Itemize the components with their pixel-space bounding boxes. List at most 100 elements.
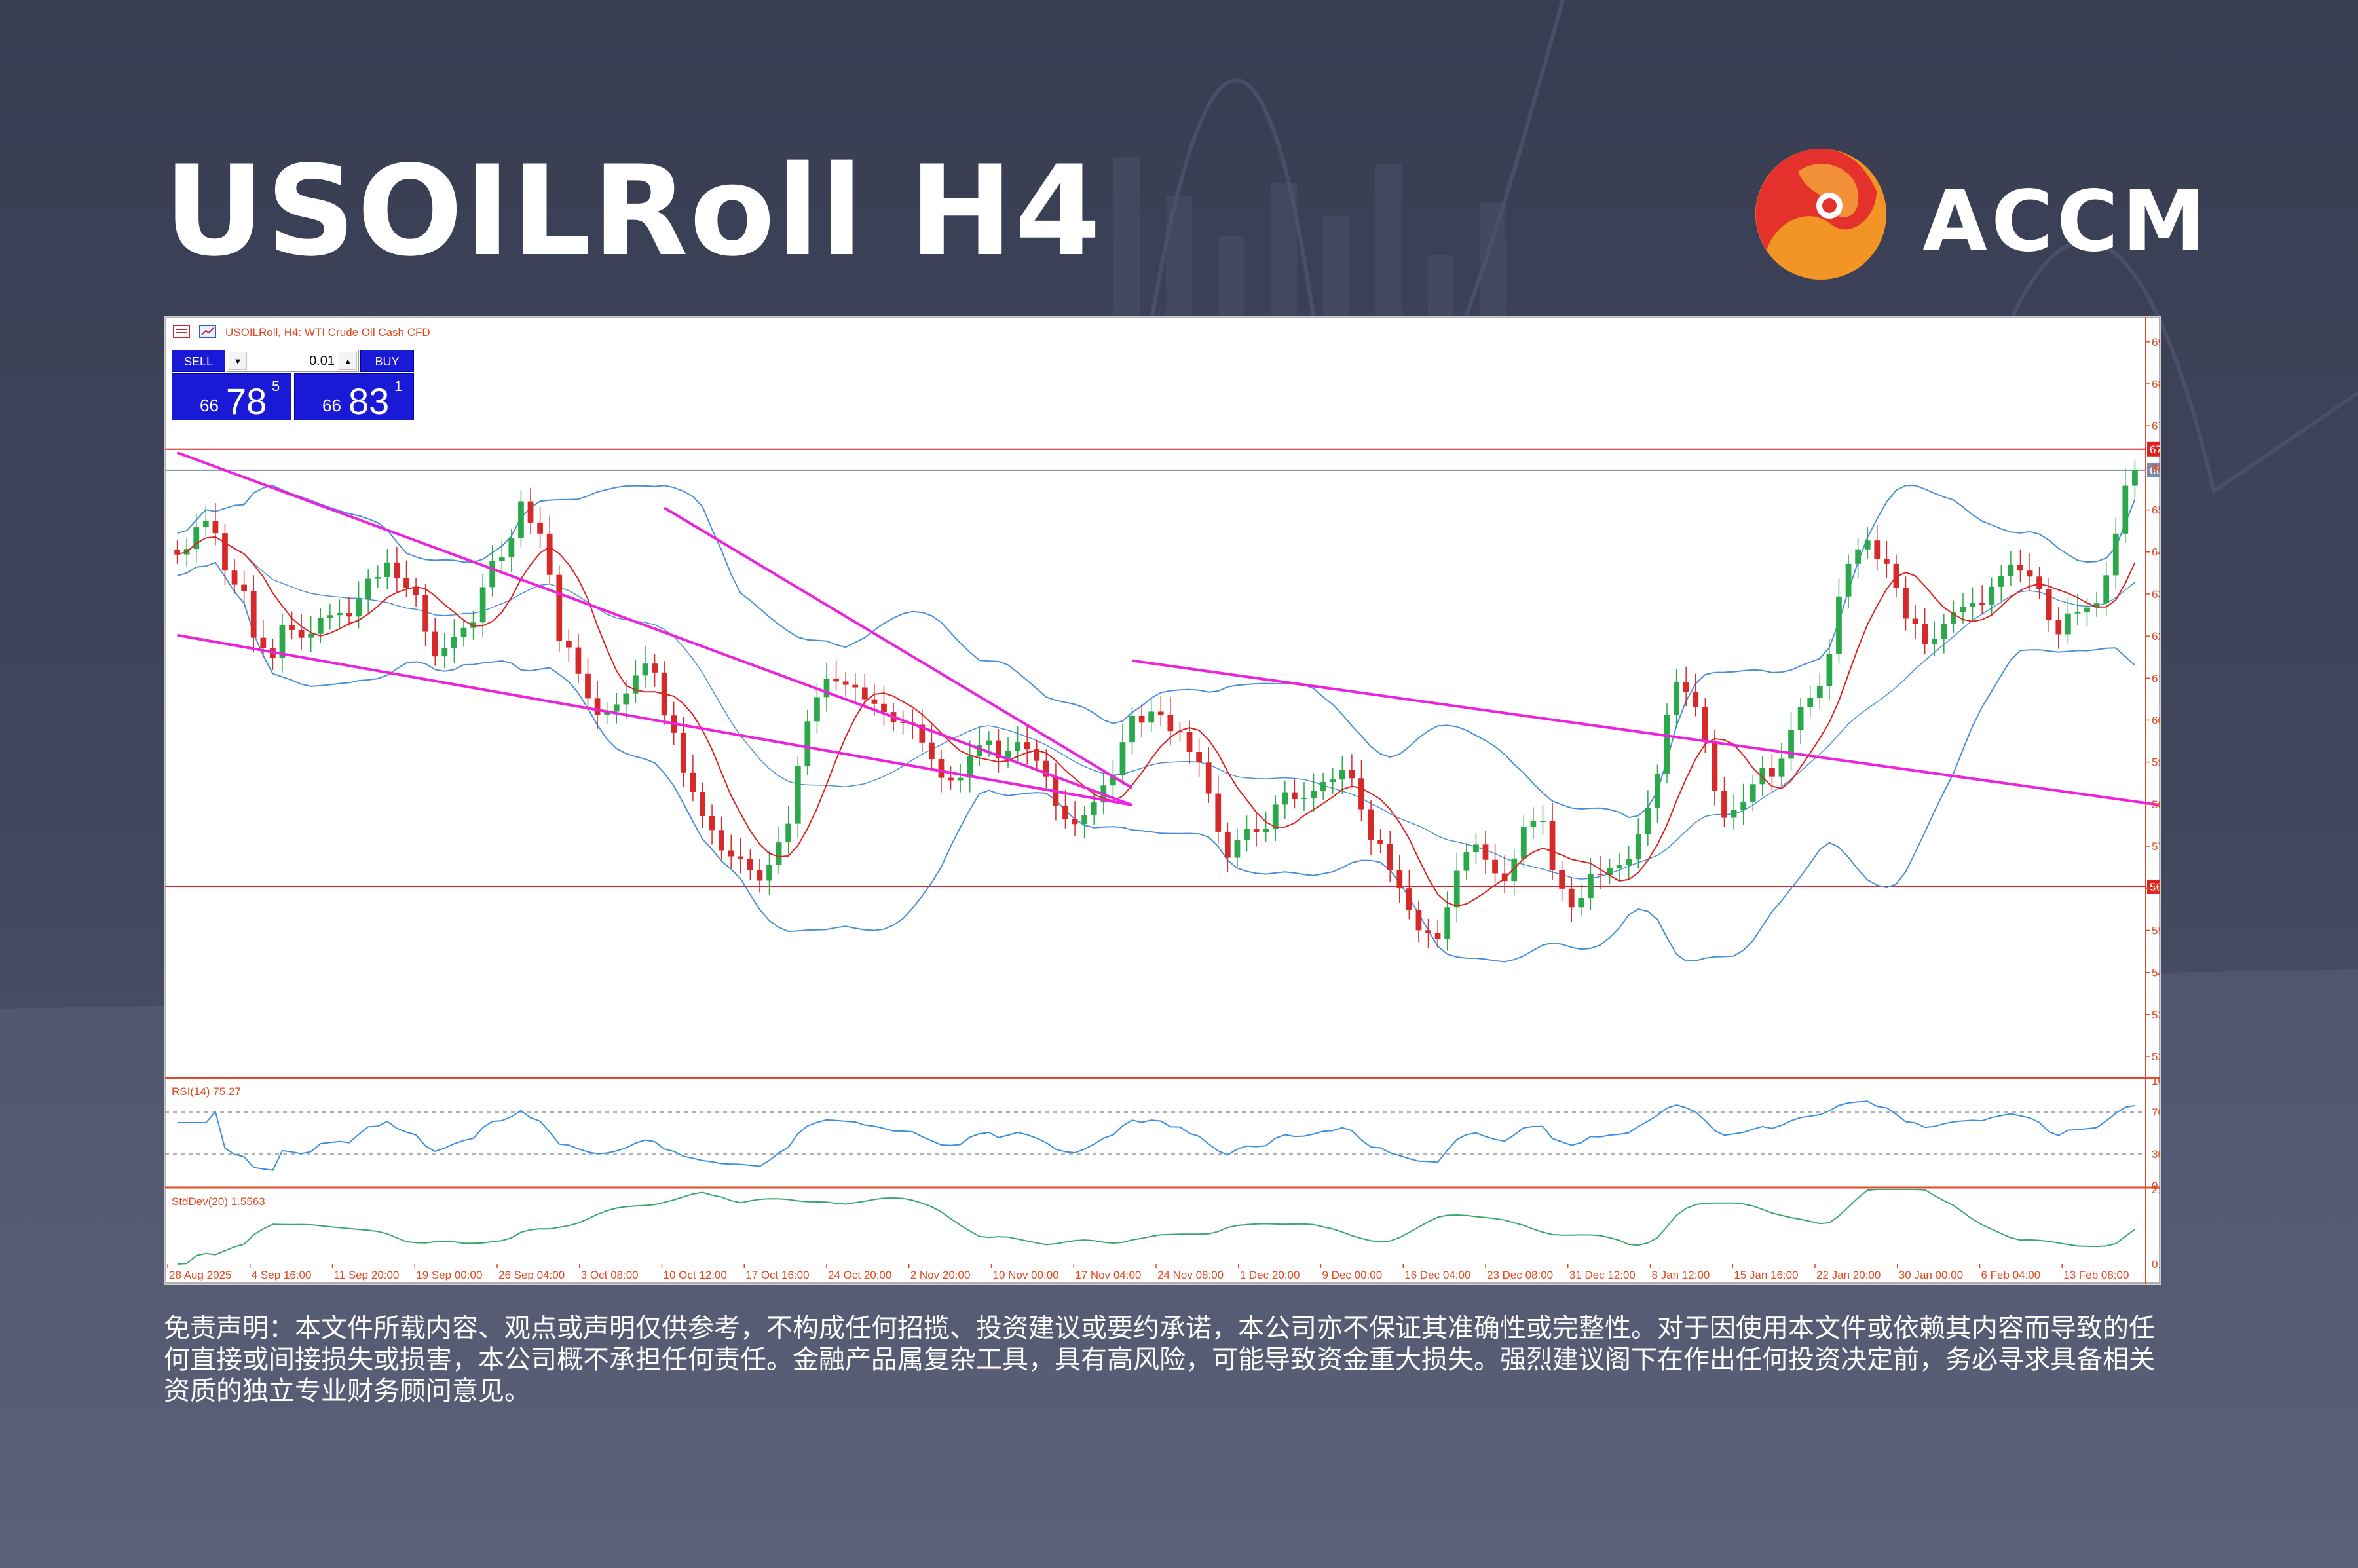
candle-body bbox=[1377, 840, 1383, 844]
candle-body bbox=[1597, 874, 1603, 876]
x-tick-label: 10 Oct 12:00 bbox=[664, 1269, 727, 1281]
candle-body bbox=[289, 625, 295, 630]
candle-body bbox=[1148, 711, 1155, 723]
chart-window-icon[interactable] bbox=[199, 325, 216, 338]
x-tick-label: 2 Nov 20:00 bbox=[910, 1269, 971, 1281]
candle-body bbox=[823, 678, 830, 698]
chart-canvas[interactable]: 67.280 66.785 56.974 69.809 68.819 67.829 66.… bbox=[165, 317, 2160, 1284]
candle-body bbox=[1463, 852, 1470, 871]
candle-body bbox=[1292, 792, 1298, 800]
x-tick-label: 10 Nov 00:00 bbox=[993, 1269, 1059, 1281]
x-tick-label: 28 Aug 2025 bbox=[169, 1269, 231, 1281]
candle-body bbox=[1272, 804, 1279, 830]
y-tick-label: 67.829 bbox=[2152, 420, 2160, 432]
x-tick-label: 1 Dec 20:00 bbox=[1240, 1269, 1300, 1281]
candle-body bbox=[1358, 778, 1364, 810]
candle-body bbox=[1081, 815, 1088, 825]
candle-body bbox=[575, 647, 582, 674]
candle-body bbox=[2055, 620, 2062, 635]
y-tick-label: 64.859 bbox=[2152, 546, 2160, 559]
candle-body bbox=[1434, 933, 1441, 939]
x-tick-label: 15 Jan 16:00 bbox=[1734, 1269, 1798, 1281]
x-tick-label: 13 Feb 08:00 bbox=[2063, 1269, 2129, 1281]
candle-body bbox=[1244, 829, 1250, 840]
x-tick-label: 30 Jan 00:00 bbox=[1899, 1269, 1963, 1281]
candle-body bbox=[1406, 888, 1412, 910]
candle-body bbox=[1674, 682, 1679, 715]
trendline bbox=[664, 506, 1133, 789]
candle-body bbox=[804, 721, 811, 766]
candle-body bbox=[518, 501, 524, 538]
candle-body bbox=[738, 856, 744, 859]
candle-body bbox=[2027, 570, 2033, 577]
candle-body bbox=[1396, 870, 1403, 889]
candle-body bbox=[1645, 808, 1651, 834]
candle-body bbox=[394, 562, 400, 578]
candle-body bbox=[174, 550, 180, 555]
candle-body bbox=[1845, 563, 1852, 597]
candle-body bbox=[346, 613, 352, 617]
x-tick-label: 19 Sep 00:00 bbox=[416, 1269, 482, 1281]
candle-body bbox=[728, 850, 734, 857]
y-tick-label: 66.839 bbox=[2152, 462, 2160, 474]
candle-body bbox=[1664, 715, 1670, 774]
candle-body bbox=[1482, 844, 1489, 860]
candle-body bbox=[1903, 588, 1909, 619]
candle-body bbox=[996, 740, 1001, 758]
buy-button[interactable]: BUY bbox=[360, 350, 414, 372]
chart-panel[interactable]: 67.280 66.785 56.974 69.809 68.819 67.829 66.… bbox=[164, 316, 2162, 1285]
volume-value[interactable]: 0.01 bbox=[309, 354, 335, 368]
candle-body bbox=[1912, 618, 1918, 624]
candle-body bbox=[1453, 870, 1460, 908]
trendline bbox=[1132, 659, 2160, 807]
x-tick-label: 16 Dec 04:00 bbox=[1404, 1269, 1470, 1281]
candle-body bbox=[700, 791, 705, 816]
candle-body bbox=[212, 521, 219, 534]
candle-body bbox=[2036, 576, 2042, 589]
candle-body bbox=[1855, 549, 1861, 564]
candle-body bbox=[986, 740, 992, 745]
candle-body bbox=[1816, 686, 1823, 698]
candle-body bbox=[1797, 707, 1804, 730]
candle-body bbox=[1444, 907, 1451, 939]
candle-body bbox=[1157, 711, 1164, 715]
sell-price-box[interactable]: 66 78 5 bbox=[172, 373, 291, 420]
candle-body bbox=[1960, 607, 1966, 612]
candle-body bbox=[1110, 775, 1116, 786]
volume-up-icon[interactable]: ▲ bbox=[339, 352, 357, 370]
x-tick-label: 6 Feb 04:00 bbox=[1981, 1269, 2041, 1281]
candle-body bbox=[757, 870, 763, 881]
volume-down-icon[interactable]: ▼ bbox=[229, 352, 247, 370]
candle-body bbox=[1253, 829, 1260, 832]
candle-body bbox=[929, 742, 935, 760]
buy-price-box[interactable]: 66 83 1 bbox=[294, 373, 414, 420]
stddev-tick-label: 2.0343 bbox=[2152, 1184, 2160, 1196]
chart-menu-icon[interactable] bbox=[173, 325, 190, 338]
candle-body bbox=[1635, 834, 1641, 860]
candle-body bbox=[1234, 840, 1241, 858]
candle-body bbox=[709, 815, 715, 831]
candle-body bbox=[1979, 603, 1985, 605]
y-tick-label: 53.969 bbox=[2152, 1009, 2160, 1021]
volume-field[interactable]: ▼ 0.01 ▲ bbox=[227, 350, 359, 372]
y-tick-label: 59.909 bbox=[2152, 756, 2160, 769]
candle-body bbox=[1043, 760, 1049, 777]
candle-body bbox=[1769, 768, 1775, 777]
candle-body bbox=[1024, 742, 1030, 750]
sell-button[interactable]: SELL bbox=[172, 350, 225, 372]
candle-body bbox=[719, 830, 724, 851]
candle-body bbox=[633, 675, 639, 694]
y-tick-label: 54.959 bbox=[2152, 967, 2160, 979]
candle-body bbox=[976, 745, 982, 756]
candle-body bbox=[957, 777, 964, 781]
candle-body bbox=[1759, 768, 1766, 785]
y-tick-label: 63.869 bbox=[2152, 588, 2160, 601]
price-level-tag bbox=[2147, 441, 2160, 457]
candle-body bbox=[337, 613, 343, 616]
rsi-line bbox=[177, 1100, 2135, 1171]
sell-price-big-figure: 66 bbox=[200, 396, 219, 415]
candle-body bbox=[747, 859, 753, 870]
candle-body bbox=[498, 557, 505, 561]
candle-body bbox=[479, 587, 486, 623]
rsi-tick-label: 70.00 bbox=[2152, 1106, 2160, 1119]
